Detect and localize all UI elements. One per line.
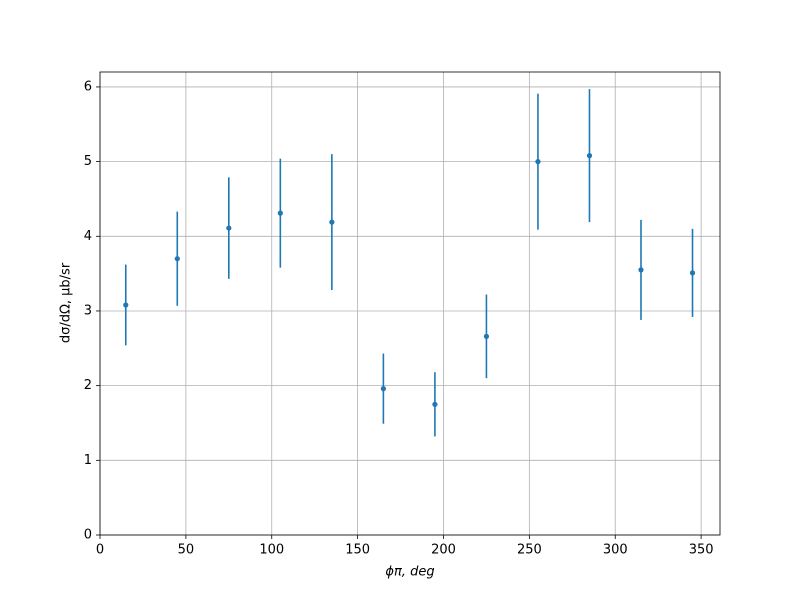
x-tick-label: 50 [178, 543, 195, 558]
y-tick-label: 6 [84, 79, 92, 94]
y-tick-label: 3 [84, 303, 92, 318]
data-point [689, 270, 696, 276]
x-tick-label: 0 [96, 543, 104, 558]
data-point [483, 333, 490, 339]
y-tick-label: 2 [84, 378, 92, 393]
x-tick-label: 100 [259, 543, 284, 558]
x-tick-label: 350 [689, 543, 714, 558]
grid [99, 72, 720, 536]
data-point [638, 267, 644, 273]
y-tick-label: 5 [84, 154, 92, 169]
y-tick-label: 0 [84, 528, 92, 543]
data-point [174, 256, 180, 262]
data-point [329, 219, 335, 225]
plot-marks [123, 89, 696, 437]
x-tick-label: 300 [603, 543, 628, 558]
data-point [226, 225, 232, 231]
data-point [380, 386, 386, 392]
data-point [277, 210, 283, 216]
x-axis-label: ϕπ, deg [385, 565, 434, 580]
y-tick-label: 4 [84, 229, 92, 244]
y-axis-label: dσ/dΩ, μb/sr [59, 262, 74, 343]
data-point [535, 159, 541, 165]
data-point [586, 153, 593, 159]
plot-frame [99, 71, 721, 536]
x-tick-label: 150 [345, 543, 370, 558]
y-tick-label: 1 [84, 453, 92, 468]
x-tick-label: 200 [431, 543, 456, 558]
data-point [432, 401, 438, 407]
x-tick-label: 250 [517, 543, 542, 558]
data-point [123, 302, 129, 308]
